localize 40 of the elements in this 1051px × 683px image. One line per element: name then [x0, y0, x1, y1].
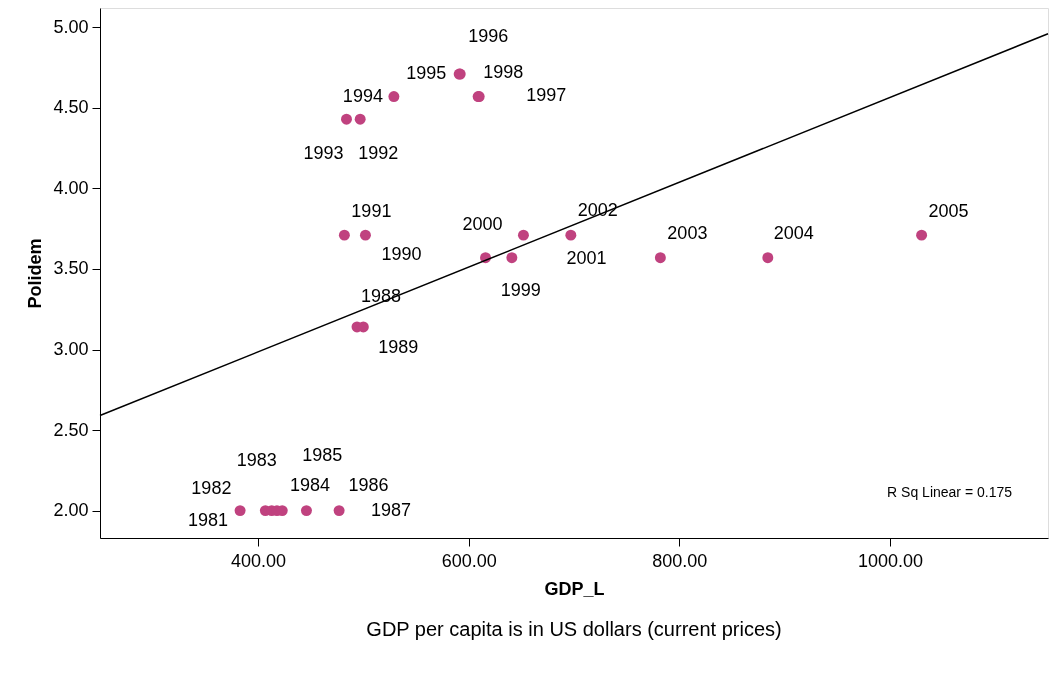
annotation: 1997: [526, 84, 567, 105]
annotation: 2001: [566, 248, 607, 269]
annotation: 2005: [928, 201, 969, 222]
annotation: 1986: [348, 474, 389, 495]
annotation: 2004: [773, 222, 814, 243]
annotation: 1999: [500, 279, 541, 300]
text: GDP per capita is in US dollars (current prices): [366, 618, 782, 640]
annotation: 1988: [360, 285, 402, 306]
y-tick-label: 2.00: [53, 500, 89, 521]
y-tick-label: 4.50: [53, 97, 89, 118]
annotation: 1996: [468, 26, 509, 47]
annotation: 1990: [381, 244, 422, 265]
x-tick-label: 800.00: [652, 550, 708, 571]
y-tick-label: 5.00: [53, 16, 89, 37]
annotation: 2000: [462, 213, 503, 234]
annotation: 1981: [188, 509, 229, 530]
y-axis-title: Polidem: [25, 238, 46, 309]
annotation: 1994: [342, 85, 383, 106]
y-tick-label: 4.00: [53, 177, 89, 198]
annotation: 1991: [351, 201, 392, 222]
annotation: 1993: [303, 143, 344, 164]
y-tick-label: 2.50: [53, 419, 89, 440]
annotation: 1982: [191, 477, 232, 498]
annotation: 2002: [577, 200, 618, 221]
annotation: 1985: [302, 444, 343, 465]
x-tick-label: 600.00: [441, 550, 497, 571]
x-axis-title: GDP_L: [544, 578, 605, 599]
annotation: 1992: [358, 143, 399, 164]
annotation: 1995: [406, 63, 447, 84]
annotation: 2003: [667, 222, 708, 243]
annotation: 1998: [483, 61, 524, 82]
y-tick-label: 3.50: [53, 258, 89, 279]
x-tick-label: 400.00: [230, 550, 287, 571]
annotation: 1983: [236, 449, 277, 470]
annotation: 1987: [371, 499, 412, 520]
annotation: 1984: [289, 474, 330, 495]
annotation: R Sq Linear = 0.175: [887, 484, 1013, 500]
y-tick-label: 3.00: [53, 339, 89, 360]
annotation: 1989: [378, 336, 419, 357]
x-tick-label: 1000.00: [857, 550, 924, 571]
